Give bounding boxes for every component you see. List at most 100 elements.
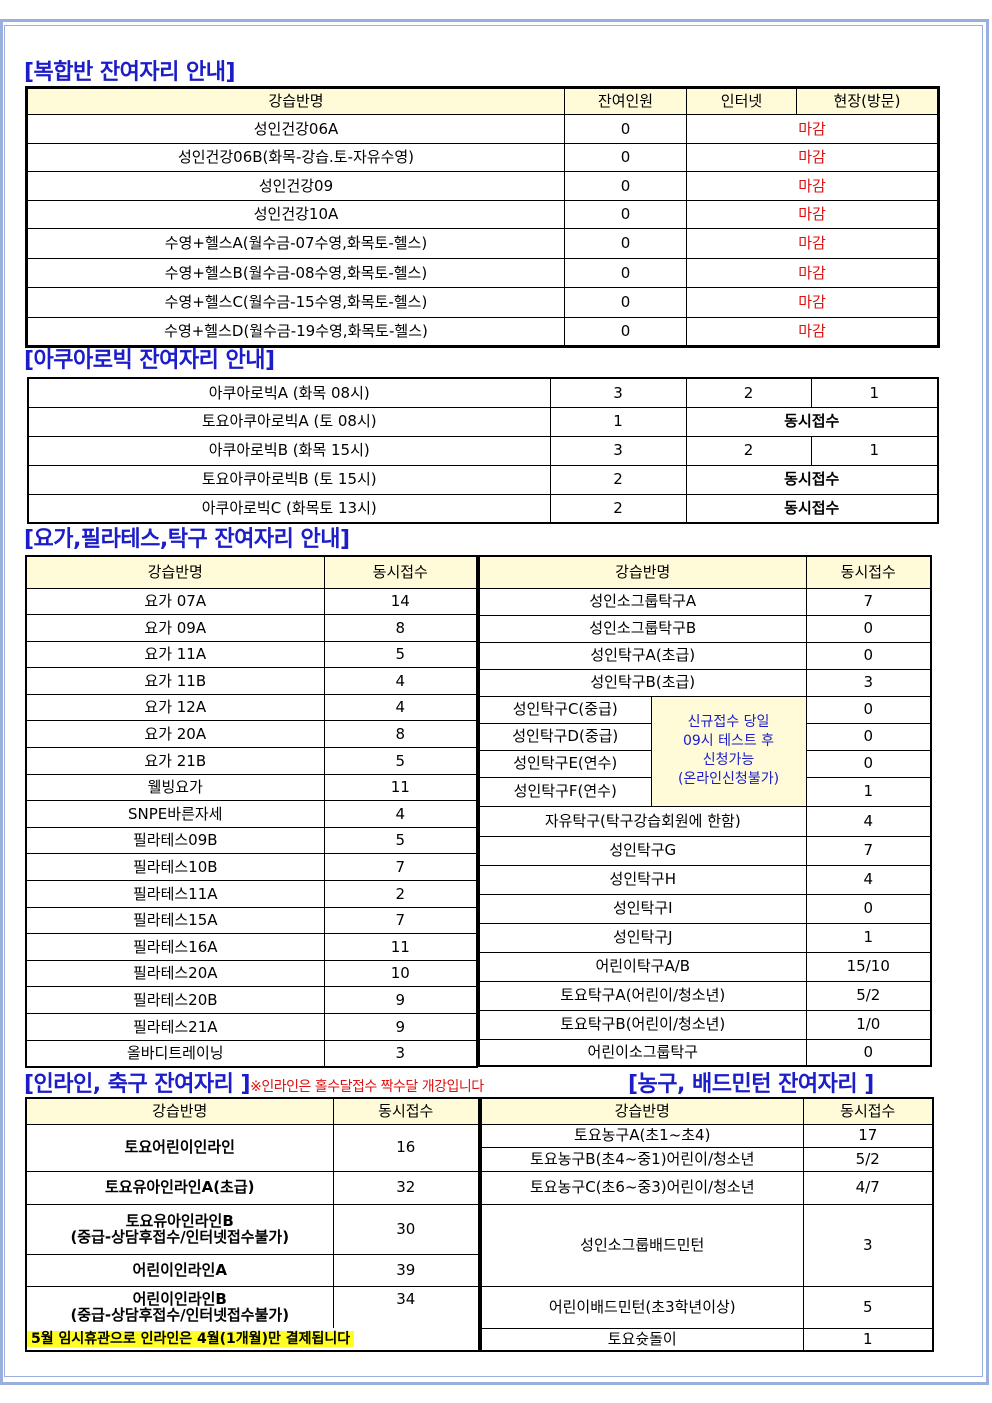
table-row: 자유탁구(탁구강습회원에 한함) 4 bbox=[478, 805, 932, 837]
complex-table: 강습반명 잔여인원 인터넷 현장(방문) 성인건강06A 0 마감 성인건강06B(… bbox=[25, 86, 940, 348]
table-row: 토요아쿠아로빅B (토 15시) 2 동시접수 bbox=[27, 464, 939, 495]
count: 4 bbox=[805, 805, 932, 837]
header-cell: 동시접수 bbox=[802, 1097, 934, 1125]
count: 1 bbox=[549, 406, 687, 437]
count: 32 bbox=[332, 1170, 480, 1205]
class-name: 성인탁구J bbox=[478, 922, 807, 953]
class-name: 성인탁구H bbox=[478, 864, 807, 895]
inline-notice: ※인라인은 홀수달접수 짝수달 개강입니다 bbox=[250, 1079, 484, 1095]
table-header: 강습반명 잔여인원 인터넷 현장(방문) bbox=[26, 87, 939, 115]
count: 0 bbox=[805, 641, 932, 670]
table-row: 성인건강06A 0 마감 bbox=[26, 114, 939, 144]
table-row: 토요농구C(초6~중3)어린이/청소년 4/7 bbox=[480, 1170, 934, 1205]
table-row: 성인탁구E(연수) 0 bbox=[478, 749, 932, 778]
count: 14 bbox=[323, 587, 478, 616]
header-cell: 강습반명 bbox=[480, 1097, 804, 1125]
class-name: 토요농구C(초6~중3)어린이/청소년 bbox=[480, 1170, 804, 1205]
page-frame-inner bbox=[4, 25, 983, 1377]
class-name: 필라테스10B bbox=[25, 853, 325, 882]
class-name: 요가 20A bbox=[25, 720, 325, 749]
class-name: 필라테스09B bbox=[25, 826, 325, 855]
count: 2 bbox=[685, 435, 812, 466]
count: 5 bbox=[323, 747, 478, 775]
table-row: 어린이인라인B (중급-상담후접수/인터넷접수불가) 34 bbox=[25, 1285, 480, 1328]
table-row: 토요농구B(초4~중1)어린이/청소년 5/2 bbox=[480, 1146, 934, 1172]
count: 7 bbox=[323, 853, 478, 882]
status: 마감 bbox=[686, 316, 939, 347]
class-detail: (중급-상담후접수/인터넷접수불가) bbox=[70, 1306, 290, 1325]
count: 8 bbox=[323, 614, 478, 642]
class-name: 요가 07A bbox=[25, 587, 325, 616]
count: 1 bbox=[805, 776, 932, 807]
table-row: 아쿠아로빅B (화목 15시) 3 2 1 bbox=[27, 435, 939, 466]
status: 마감 bbox=[686, 228, 939, 259]
class-name: 토요슛돌이 bbox=[480, 1327, 804, 1352]
class-name: 성인탁구C(중급) bbox=[478, 695, 652, 724]
remaining: 0 bbox=[564, 316, 687, 347]
header-cell: 인터넷 bbox=[686, 87, 797, 115]
count: 4 bbox=[805, 864, 932, 895]
aqua-title: [아쿠아로빅 잔여자리 안내] bbox=[24, 348, 275, 373]
header-cell: 동시접수 bbox=[332, 1097, 480, 1125]
count: 16 bbox=[332, 1123, 480, 1172]
header-cell: 강습반명 bbox=[25, 555, 325, 589]
remaining: 0 bbox=[564, 199, 687, 229]
class-name: 토요농구A(초1~초4) bbox=[480, 1123, 804, 1148]
count: 2 bbox=[685, 377, 812, 408]
table-row: 수영+헬스B(월수금-08수영,화목토-헬스) 0 마감 bbox=[26, 257, 939, 288]
class-name: 성인탁구A(초급) bbox=[478, 641, 807, 670]
count: 3 bbox=[549, 377, 687, 408]
class-name: 성인소그룹탁구B bbox=[478, 614, 807, 643]
class-name: 성인탁구E(연수) bbox=[478, 749, 652, 778]
count: 0 bbox=[805, 695, 932, 724]
table-row: 성인탁구A(초급) 0 bbox=[478, 641, 932, 670]
remaining: 0 bbox=[564, 114, 687, 144]
table-tennis-table: 강습반명 동시접수 성인소그룹탁구A 7 성인소그룹탁구B 0 성인탁구A(초급) 0 … bbox=[478, 555, 933, 1067]
note-line: 신청가능 bbox=[702, 752, 755, 768]
class-name: 아쿠아로빅A (화목 08시) bbox=[27, 377, 551, 408]
table-row: 필라테스20B 9 bbox=[25, 986, 478, 1014]
table-row: 토요탁구A(어린이/청소년) 5/2 bbox=[478, 980, 932, 1011]
remaining: 0 bbox=[564, 142, 687, 172]
count: 4/7 bbox=[802, 1170, 934, 1205]
inline-title-wrap: [인라인, 축구 잔여자리 ]※인라인은 홀수달접수 짝수달 개강입니다 bbox=[24, 1066, 484, 1098]
count: 30 bbox=[332, 1203, 480, 1255]
remaining: 0 bbox=[564, 171, 687, 201]
table-row: 성인탁구H 4 bbox=[478, 864, 932, 895]
basketball-title: [농구, 배드민턴 잔여자리 ] bbox=[628, 1072, 874, 1097]
class-name-cell: 어린이인라인B (중급-상담후접수/인터넷접수불가) bbox=[25, 1285, 334, 1328]
status: 마감 bbox=[686, 142, 939, 172]
class-name: 토요아쿠아로빅B (토 15시) bbox=[27, 464, 551, 495]
note-line: 09시 테스트 후 bbox=[682, 733, 775, 750]
table-row: 수영+헬스D(월수금-19수영,화목토-헬스) 0 마감 bbox=[26, 316, 939, 347]
complex-title: [복합반 잔여자리 안내] bbox=[24, 60, 236, 85]
table-row: 필라테스15A 7 bbox=[25, 906, 478, 935]
table-row: 성인건강09 0 마감 bbox=[26, 171, 939, 201]
class-name: 어린이인라인A bbox=[25, 1253, 334, 1287]
table-row: 성인탁구G 7 bbox=[478, 835, 932, 866]
class-name: 어린이인라인B bbox=[132, 1289, 227, 1308]
table-row: 토요유아인라인A(초급) 32 bbox=[25, 1170, 480, 1205]
table-header: 강습반명 동시접수 bbox=[25, 1097, 480, 1125]
count: 17 bbox=[802, 1123, 934, 1148]
class-name: 성인건강09 bbox=[26, 171, 565, 201]
table-row: 올바디트레이닝 3 bbox=[25, 1039, 478, 1068]
class-name: 필라테스20B bbox=[25, 986, 325, 1014]
header-cell: 동시접수 bbox=[805, 555, 932, 589]
table-header: 강습반명 동시접수 bbox=[25, 555, 478, 589]
count: 5 bbox=[323, 640, 478, 669]
class-name: 필라테스20A bbox=[25, 959, 325, 988]
inline-title: [인라인, 축구 잔여자리 ] bbox=[24, 1072, 251, 1097]
remaining: 0 bbox=[564, 257, 687, 288]
class-name: 성인건강06A bbox=[26, 114, 565, 144]
status: 마감 bbox=[686, 199, 939, 229]
class-name: 성인탁구B(초급) bbox=[478, 668, 807, 697]
count: 34 bbox=[332, 1285, 480, 1328]
class-name: 요가 21B bbox=[25, 747, 325, 775]
class-name: 필라테스21A bbox=[25, 1013, 325, 1041]
class-name: 어린이탁구A/B bbox=[478, 951, 807, 982]
table-row: 아쿠아로빅A (화목 08시) 3 2 1 bbox=[27, 377, 939, 408]
table-row: 요가 11B 4 bbox=[25, 667, 478, 695]
count: 5 bbox=[802, 1285, 934, 1329]
count: 4 bbox=[323, 800, 478, 828]
